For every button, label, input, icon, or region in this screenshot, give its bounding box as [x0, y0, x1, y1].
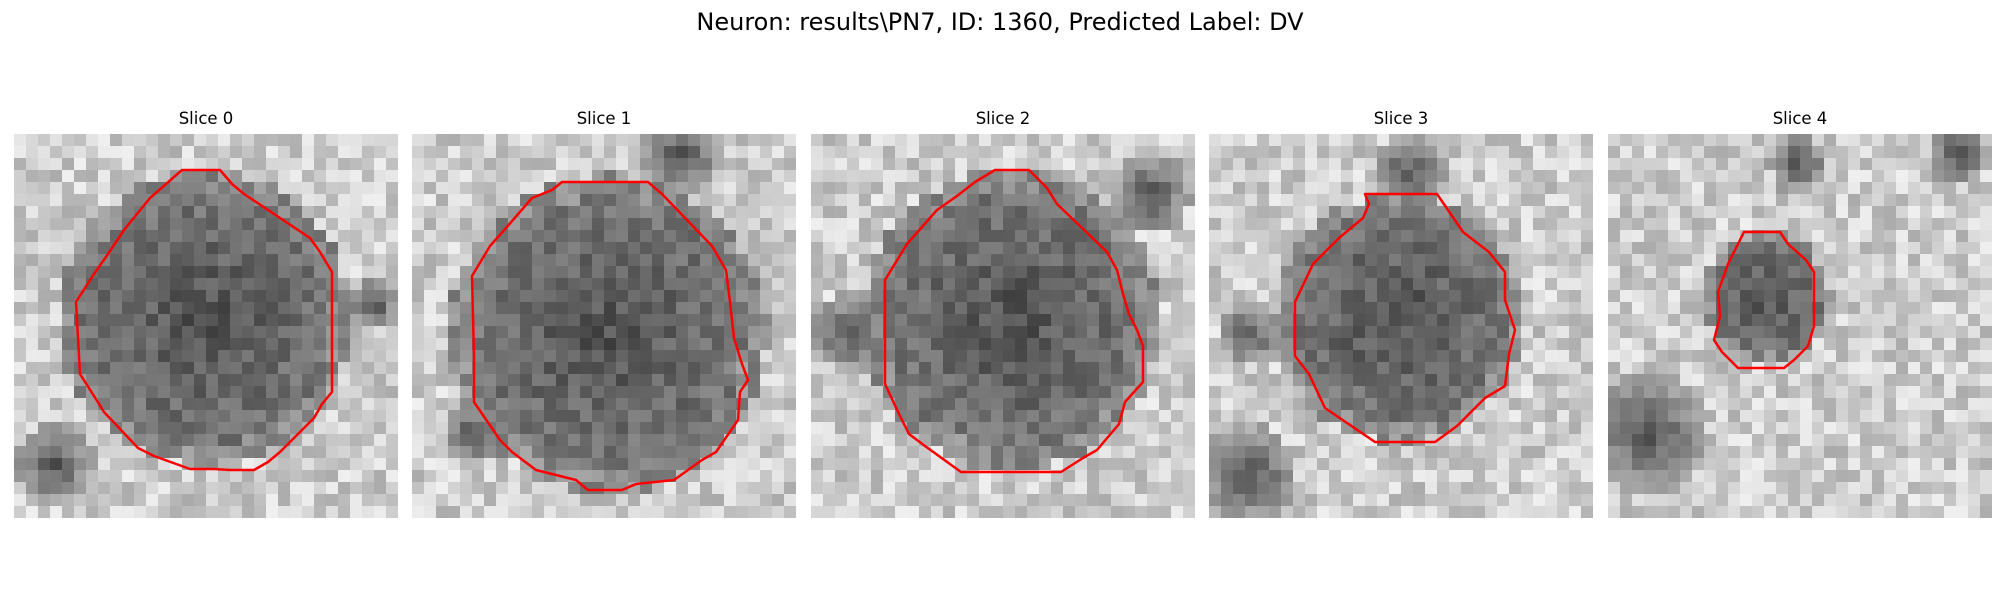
slice-image: [14, 134, 398, 518]
slice-panel-3: Slice 3: [1209, 108, 1593, 518]
slice-image: [1209, 134, 1593, 518]
slice-title: Slice 2: [975, 109, 1031, 128]
micrograph-texture: [14, 134, 398, 518]
neuron-contour: [1712, 230, 1816, 370]
micrograph-texture: [811, 134, 1195, 518]
slice-image: [1608, 134, 1992, 518]
slice-title: Slice 1: [576, 109, 632, 128]
slice-title: Slice 4: [1772, 109, 1828, 128]
neuron-contour: [470, 180, 750, 492]
slice-panel-2: Slice 2: [811, 108, 1195, 518]
slice-panel-1: Slice 1: [412, 108, 796, 518]
slice-image: [412, 134, 796, 518]
slice-panel-4: Slice 4: [1608, 108, 1992, 518]
neuron-contour: [883, 168, 1145, 474]
slice-image: [811, 134, 1195, 518]
micrograph-texture: [1209, 134, 1593, 518]
slice-title: Slice 3: [1373, 109, 1429, 128]
slice-panel-0: Slice 0: [14, 108, 398, 518]
figure-title: Neuron: results\PN7, ID: 1360, Predicted…: [696, 8, 1304, 36]
micrograph-texture: [1608, 134, 1992, 518]
micrograph-texture: [412, 134, 796, 518]
neuron-contour: [1293, 192, 1517, 444]
neuron-contour: [74, 168, 334, 472]
slice-title: Slice 0: [178, 109, 234, 128]
